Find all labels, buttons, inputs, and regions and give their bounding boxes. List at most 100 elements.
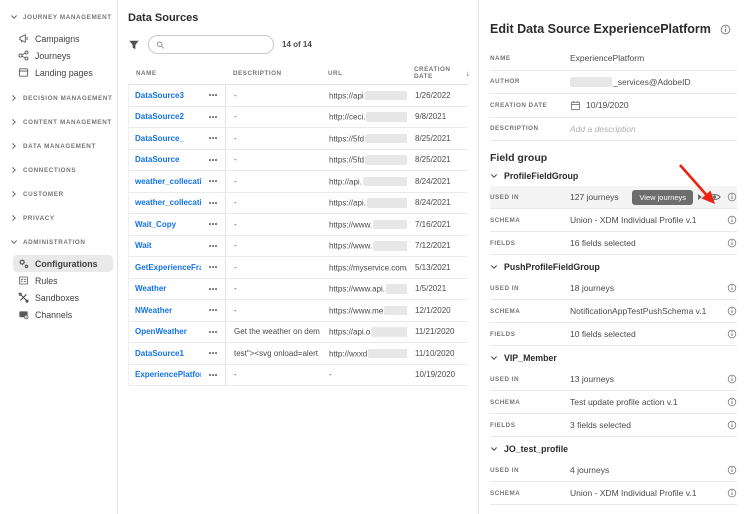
info-icon[interactable] [727,329,737,339]
section-decision-management[interactable]: Decision Management [0,91,117,105]
table-row: Weather - https://www.api. 1/5/2021 [128,278,468,300]
section-administration[interactable]: Administration [0,235,117,249]
sidebar-item-configurations[interactable]: Configurations [13,255,113,272]
schema-value: Union - XDM Individual Profile v.1 [570,215,697,225]
datasource-link[interactable]: DataSource_ [135,133,184,143]
info-icon[interactable] [727,215,737,225]
creation-date-value[interactable]: 10/19/2020 [570,100,737,111]
url-cell: https://5fd [321,133,407,143]
datasource-link[interactable]: Weather [135,284,167,294]
more-actions-icon[interactable] [201,214,226,235]
sidebar-item-landing-pages[interactable]: Landing pages [13,64,113,81]
info-icon[interactable] [727,238,737,248]
table-row: weather_collecation... - http://api. 8/2… [128,171,468,193]
eye-icon[interactable] [708,192,721,202]
sort-descending-icon[interactable]: ↓ [465,68,470,78]
sidebar-item-rules[interactable]: Rules [13,272,113,289]
datasource-link[interactable]: Wait_Copy [135,219,177,229]
datasource-link[interactable]: NWeather [135,305,173,315]
browser-icon [18,68,29,77]
field-label: Used in [490,375,520,383]
info-icon[interactable] [727,192,737,202]
datasource-link[interactable]: GetExperienceFragm... [135,262,201,272]
more-actions-icon[interactable] [201,343,226,364]
info-icon[interactable] [727,283,737,293]
description-input[interactable]: Add a description [570,123,636,134]
datasource-link[interactable]: DataSource1 [135,348,184,358]
more-actions-icon[interactable] [201,257,226,278]
section-journey-management[interactable]: Journey Management [0,10,117,24]
section-content-management[interactable]: Content Management [0,115,117,129]
sidebar-item-campaigns[interactable]: Campaigns [13,30,113,47]
column-header-creation-date[interactable]: Creation Date ↓ [414,66,470,80]
fieldgroup-header-profilefieldgroup[interactable]: ProfileFieldGroup [490,165,737,186]
panel-title: Edit Data Source ExperiencePlatform [490,22,711,36]
info-icon[interactable] [727,465,737,475]
more-actions-icon[interactable] [201,321,226,342]
fieldgroup-header-pushprofilefieldgroup[interactable]: PushProfileFieldGroup [490,256,737,277]
search-input[interactable] [168,40,266,49]
datasource-link[interactable]: Wait [135,241,152,251]
column-header-description[interactable]: Description [233,69,282,77]
more-actions-icon[interactable] [201,278,226,299]
sidebar-item-sandboxes[interactable]: Sandboxes [13,289,113,306]
page-title: Data Sources [128,12,199,24]
sidebar-item-journeys[interactable]: Journeys [13,47,113,64]
info-icon[interactable] [727,306,737,316]
chevron-down-icon [11,15,17,19]
description-cell: - [234,241,237,251]
more-actions-icon[interactable] [201,128,226,149]
more-actions-icon[interactable] [201,85,226,106]
section-label: Data Management [23,142,96,150]
datasource-link[interactable]: DataSource3 [135,90,184,100]
info-icon[interactable] [720,24,731,35]
info-icon[interactable] [727,488,737,498]
column-header-url[interactable]: URL [328,69,343,77]
description-cell: - [234,198,237,208]
datasource-link[interactable]: ExperiencePlatform [135,370,201,380]
info-icon[interactable] [727,374,737,384]
description-cell: - [234,305,237,315]
datasource-link[interactable]: weather_collecation... [135,176,201,186]
description-cell: - [234,370,237,380]
more-actions-icon[interactable] [201,364,226,385]
fieldgroup-header-jo-test-profile[interactable]: JO_test_profile [490,438,737,459]
result-count: 14 of 14 [282,40,312,49]
fieldgroup-header-vip-member[interactable]: VIP_Member [490,347,737,368]
datasource-link[interactable]: weather_collecation... [135,198,201,208]
redacted-text [373,241,407,251]
name-value[interactable]: ExperiencePlatform [570,53,645,64]
filter-icon[interactable] [128,39,140,51]
datasource-link[interactable]: OpenWeather [135,327,187,337]
field-label: Schema [490,489,521,497]
description-cell: - [234,112,237,122]
sidebar-item-label: Configurations [35,258,98,269]
redacted-text [365,133,407,143]
section-privacy[interactable]: Privacy [0,211,117,225]
date-cell: 11/10/2020 [415,348,455,358]
field-label: Author [490,78,520,86]
used-in-value: 4 journeys [570,465,610,475]
more-actions-icon[interactable] [201,235,226,256]
section-connections[interactable]: Connections [0,163,117,177]
field-label: Fields [490,330,516,338]
more-actions-icon[interactable] [201,171,226,192]
column-header-name[interactable]: Name [136,69,157,77]
channels-icon [19,311,29,320]
datasource-link[interactable]: DataSource [135,155,180,165]
section-data-management[interactable]: Data Management [0,139,117,153]
chevron-right-icon [12,95,16,101]
more-actions-icon[interactable] [201,106,226,127]
more-actions-icon[interactable] [201,300,226,321]
info-icon[interactable] [727,420,737,430]
info-icon[interactable] [727,397,737,407]
sidebar-item-channels[interactable]: Channels [13,306,113,323]
more-actions-icon[interactable] [201,192,226,213]
redacted-text [364,90,407,100]
more-actions-icon[interactable] [201,149,226,170]
datasource-link[interactable]: DataSource2 [135,112,184,122]
section-customer[interactable]: Customer [0,187,117,201]
date-cell: 11/21/2020 [415,327,455,337]
megaphone-icon [19,34,28,43]
calendar-icon [570,100,581,110]
